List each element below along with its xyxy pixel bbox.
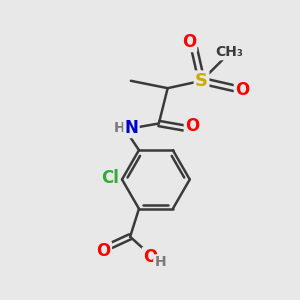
Text: O: O <box>185 117 199 135</box>
Text: O: O <box>97 242 111 260</box>
Text: N: N <box>124 119 138 137</box>
Text: CH₃: CH₃ <box>216 45 243 59</box>
Text: O: O <box>143 248 157 266</box>
Text: O: O <box>235 81 249 99</box>
Text: S: S <box>195 72 208 90</box>
Text: H: H <box>154 255 166 269</box>
Text: H: H <box>114 121 125 135</box>
Text: O: O <box>182 33 196 51</box>
Text: Cl: Cl <box>101 169 119 187</box>
